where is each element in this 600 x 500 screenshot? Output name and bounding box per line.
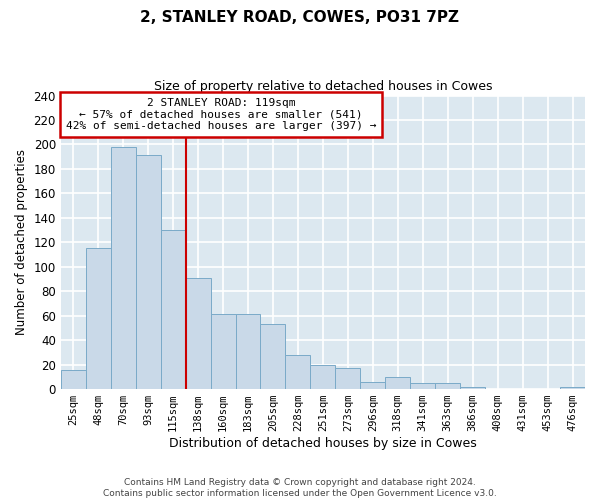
Text: Contains HM Land Registry data © Crown copyright and database right 2024.
Contai: Contains HM Land Registry data © Crown c…	[103, 478, 497, 498]
Text: 2 STANLEY ROAD: 119sqm
← 57% of detached houses are smaller (541)
42% of semi-de: 2 STANLEY ROAD: 119sqm ← 57% of detached…	[66, 98, 376, 131]
Bar	[335, 368, 361, 389]
Bar	[286, 355, 310, 389]
Bar	[111, 147, 136, 389]
Bar	[211, 314, 236, 389]
Bar	[185, 278, 211, 389]
Title: Size of property relative to detached houses in Cowes: Size of property relative to detached ho…	[154, 80, 492, 93]
Bar	[61, 370, 86, 389]
Bar	[385, 377, 410, 389]
Y-axis label: Number of detached properties: Number of detached properties	[15, 150, 28, 336]
Bar	[410, 383, 435, 389]
Bar	[460, 386, 485, 389]
Bar	[310, 364, 335, 389]
Bar	[361, 382, 385, 389]
Bar	[236, 314, 260, 389]
Bar	[136, 156, 161, 389]
X-axis label: Distribution of detached houses by size in Cowes: Distribution of detached houses by size …	[169, 437, 477, 450]
Bar	[435, 383, 460, 389]
Bar	[161, 230, 185, 389]
Text: 2, STANLEY ROAD, COWES, PO31 7PZ: 2, STANLEY ROAD, COWES, PO31 7PZ	[140, 10, 460, 25]
Bar	[86, 248, 111, 389]
Bar	[260, 324, 286, 389]
Bar	[560, 386, 585, 389]
